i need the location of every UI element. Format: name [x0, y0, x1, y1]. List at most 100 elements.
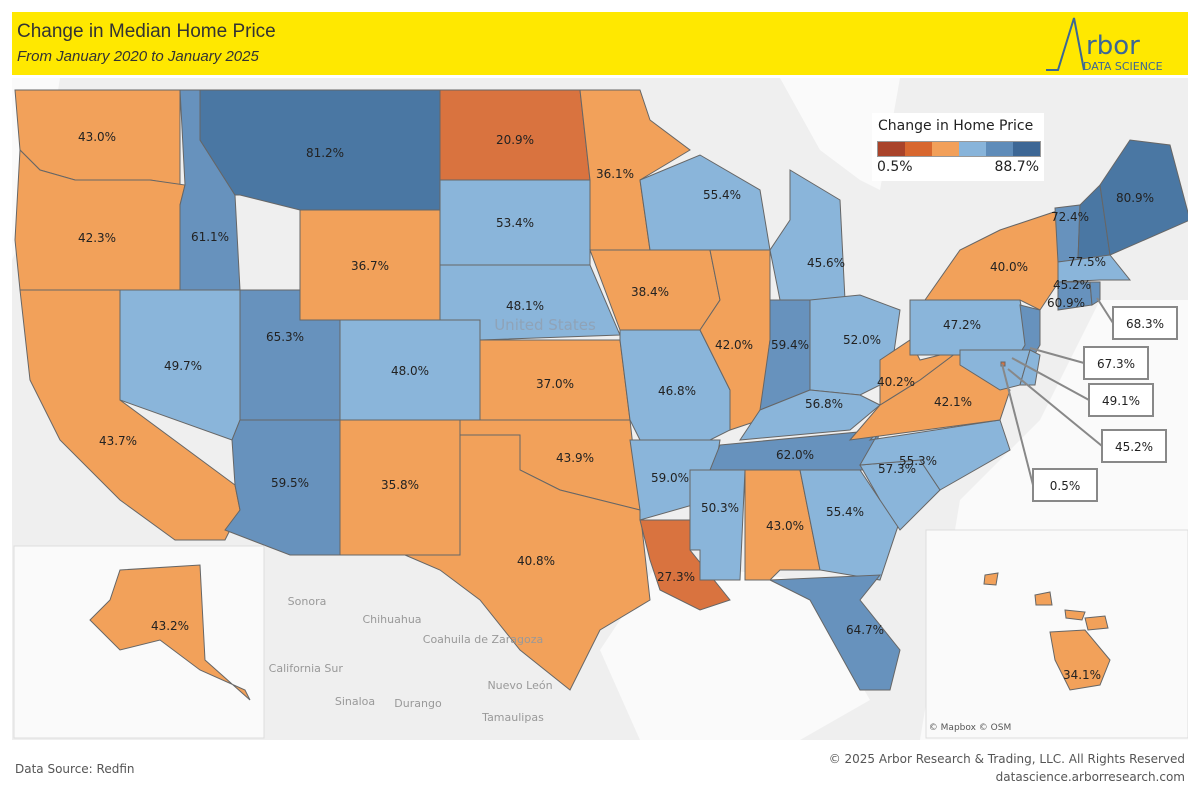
place-label: Chihuahua: [362, 613, 421, 626]
state-fl[interactable]: [768, 574, 901, 691]
state-value-la: 27.3%: [657, 570, 695, 584]
state-value-ny: 40.0%: [990, 260, 1028, 274]
legend-title: Change in Home Price: [878, 118, 1034, 134]
svg-text:DATA SCIENCE: DATA SCIENCE: [1083, 60, 1163, 73]
callout-line: [1096, 297, 1114, 324]
state-value-ia: 38.4%: [631, 285, 669, 299]
state-value-ak: 43.2%: [151, 619, 189, 633]
state-value-mi: 45.6%: [807, 256, 845, 270]
state-value-ms: 50.3%: [701, 501, 739, 515]
svg-text:rbor: rbor: [1086, 31, 1140, 61]
state-me[interactable]: [1099, 139, 1188, 256]
state-value-ct: 60.9%: [1047, 296, 1085, 310]
callout-line: [1007, 368, 1103, 447]
state-md[interactable]: [959, 349, 1031, 391]
place-label: Coahuila de Zaragoza: [423, 633, 543, 646]
state-value-nc: 55.3%: [899, 454, 937, 468]
insets: 43.2% 34.1%: [13, 529, 1188, 739]
state-value-ga: 55.4%: [826, 505, 864, 519]
state-value-sd: 53.4%: [496, 216, 534, 230]
state-value-ri: 68.3%: [1126, 317, 1164, 331]
state-value-pa: 47.2%: [943, 318, 981, 332]
state-value-me: 80.9%: [1116, 191, 1154, 205]
legend-swatch: [932, 142, 959, 156]
state-tx[interactable]: [404, 434, 651, 691]
gulf-of-mexico: [600, 560, 870, 740]
state-value-tn: 62.0%: [776, 448, 814, 462]
state-value-oh: 52.0%: [843, 333, 881, 347]
state-value-md: 49.1%: [1102, 394, 1140, 408]
states-layer: [14, 89, 1188, 691]
map-attribution: © Mapbox © OSM: [929, 723, 1011, 733]
state-value-tx: 40.8%: [517, 554, 555, 568]
state-value-ks: 37.0%: [536, 377, 574, 391]
state-value-or: 42.3%: [78, 231, 116, 245]
state-value-wa: 43.0%: [78, 130, 116, 144]
state-value-mn: 36.1%: [596, 167, 634, 181]
legend-color-bar: [877, 141, 1041, 157]
callout-box-de: [1101, 429, 1167, 463]
state-value-ok: 43.9%: [556, 451, 594, 465]
website-link[interactable]: datascience.arborresearch.com: [995, 770, 1185, 784]
legend-max: 88.7%: [994, 159, 1039, 175]
color-legend: Change in Home Price 0.5% 88.7%: [872, 113, 1044, 181]
state-value-mo: 46.8%: [658, 384, 696, 398]
state-value-az: 59.5%: [271, 476, 309, 490]
legend-min: 0.5%: [877, 159, 913, 175]
callout-line: [1011, 357, 1090, 401]
data-source: Data Source: Redfin: [15, 762, 135, 776]
state-value-wy: 36.7%: [351, 259, 389, 273]
page-subtitle: From January 2020 to January 2025: [17, 48, 259, 65]
state-value-id: 61.1%: [191, 230, 229, 244]
state-value-dc: 0.5%: [1050, 479, 1081, 493]
choropleth-map[interactable]: 43.0% 42.3% 43.7% 49.7% 61.1% 81.2% 36.7% 65.3%…: [12, 78, 1188, 740]
state-wv[interactable]: [879, 339, 961, 406]
state-value-nj: 67.3%: [1097, 357, 1135, 371]
callout-line: [1029, 347, 1085, 364]
state-value-wi: 55.4%: [703, 188, 741, 202]
legend-swatch: [905, 142, 932, 156]
callout-line: [1001, 363, 1034, 486]
state-value-il: 42.0%: [715, 338, 753, 352]
state-value-ky: 56.8%: [805, 397, 843, 411]
state-value-in: 59.4%: [771, 338, 809, 352]
state-value-vt: 72.4%: [1051, 210, 1089, 224]
state-hi[interactable]: [1084, 615, 1109, 631]
place-label: Tamaulipas: [481, 711, 544, 724]
state-ak[interactable]: [89, 564, 251, 701]
state-value-ut: 65.3%: [266, 330, 304, 344]
place-label: Sinaloa: [335, 695, 375, 708]
state-hi[interactable]: [983, 572, 999, 586]
state-value-sc: 57.3%: [878, 462, 916, 476]
state-hi[interactable]: [1064, 609, 1086, 621]
state-value-va: 42.1%: [934, 395, 972, 409]
place-label: Sonora: [288, 595, 327, 608]
state-il[interactable]: [699, 249, 771, 431]
state-value-nm: 35.8%: [381, 478, 419, 492]
place-label: Nuevo León: [487, 679, 552, 692]
state-hi[interactable]: [1034, 591, 1053, 606]
legend-swatch: [878, 142, 905, 156]
callout-box-md: [1088, 383, 1154, 417]
state-value-co: 48.0%: [391, 364, 429, 378]
callouts: 68.3% 67.3% 49.1% 45.2% 0.5%: [1001, 297, 1178, 502]
callout-box-ri: [1112, 306, 1178, 340]
place-label: United States: [494, 316, 596, 334]
state-hi[interactable]: [1049, 629, 1111, 691]
state-value-nv: 49.7%: [164, 359, 202, 373]
state-value-ar: 59.0%: [651, 471, 689, 485]
header-banner: Change in Median Home Price From January…: [12, 12, 1188, 75]
state-value-al: 43.0%: [766, 519, 804, 533]
state-value-ne: 48.1%: [506, 299, 544, 313]
map-canvas[interactable]: 43.0% 42.3% 43.7% 49.7% 61.1% 81.2% 36.7% 65.3%…: [12, 78, 1188, 740]
callout-box-nj: [1083, 346, 1149, 380]
state-value-fl: 64.7%: [846, 623, 884, 637]
callout-box-dc: [1032, 468, 1098, 502]
legend-swatch: [986, 142, 1013, 156]
state-ma[interactable]: [1057, 254, 1132, 283]
state-value-de: 45.2%: [1115, 440, 1153, 454]
state-value-hi: 34.1%: [1063, 668, 1101, 682]
legend-swatch: [959, 142, 986, 156]
